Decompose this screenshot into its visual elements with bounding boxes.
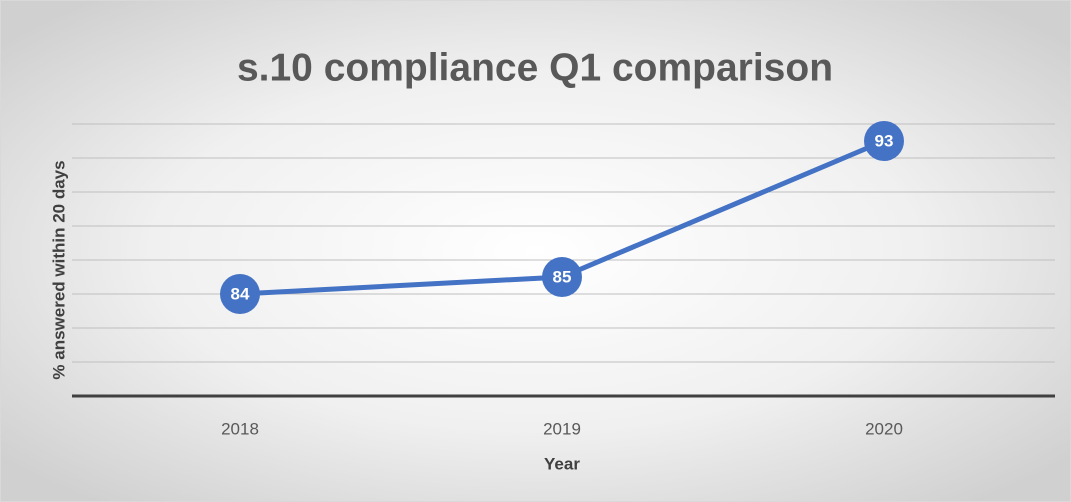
- x-tick-label: 2020: [865, 419, 903, 438]
- data-point: [864, 121, 904, 161]
- data-label: 85: [553, 267, 572, 286]
- data-label: 84: [231, 284, 250, 303]
- x-axis-title: Year: [544, 454, 580, 473]
- chart-title: s.10 compliance Q1 comparison: [237, 46, 833, 89]
- data-point: [220, 274, 260, 314]
- x-tick-label: 2019: [543, 419, 581, 438]
- data-point: [542, 257, 582, 297]
- x-tick-label: 2018: [221, 419, 259, 438]
- y-axis-title: % answered within 20 days: [49, 160, 68, 379]
- data-label: 93: [875, 131, 894, 150]
